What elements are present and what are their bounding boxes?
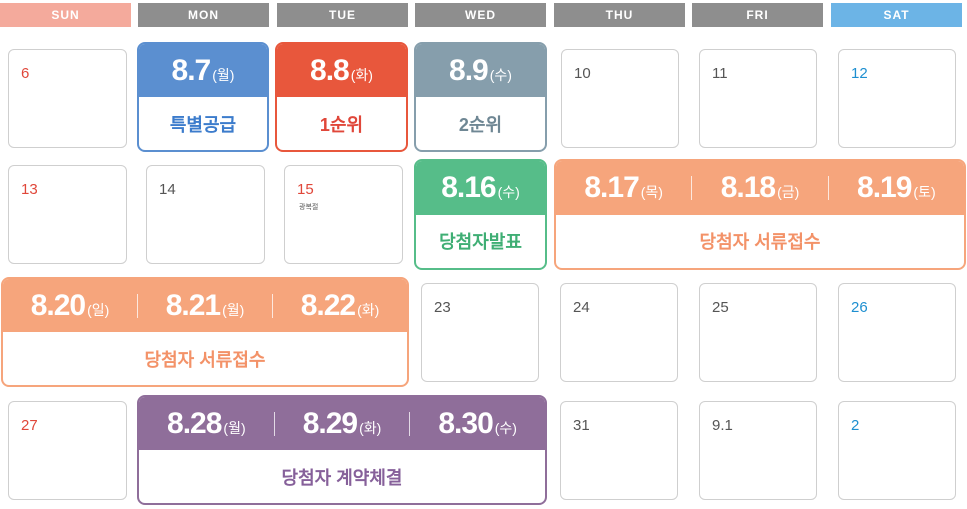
day-number: 23 [434, 299, 451, 316]
day-number: 14 [159, 181, 176, 198]
day-cell-10: 10 [561, 49, 679, 148]
event-date: 8.22 (화) [300, 288, 380, 322]
day-number: 25 [712, 299, 729, 316]
day-number: 6 [21, 65, 30, 82]
event-date: 8.28 (월) [167, 406, 246, 440]
divider [137, 293, 138, 318]
event-label: 2순위 [458, 114, 503, 135]
day-cell-13: 13 [8, 165, 127, 264]
day-cell-6: 6 [8, 49, 127, 148]
day-number: 11 [712, 65, 728, 82]
day-cell-25: 25 [699, 283, 817, 382]
day-cell-12: 12 [838, 49, 956, 148]
day-cell-24: 24 [560, 283, 678, 382]
day-cell-15: 15 광복절 [284, 165, 403, 264]
day-number: 24 [573, 299, 590, 316]
event-document-submission-1: 8.17 (목) 8.18 (금) 8.19 (토) 당첨자 서류접수 [554, 159, 966, 270]
divider [409, 411, 411, 436]
event-label: 당첨자 서류접수 [144, 349, 266, 370]
event-special-supply: 8.7 (월) 특별공급 [137, 42, 269, 152]
event-first-priority: 8.8 (화) 1순위 [275, 42, 408, 152]
event-winner-announcement: 8.16 (수) 당첨자발표 [414, 159, 547, 270]
holiday-label: 광복절 [299, 204, 319, 211]
header-thu: THU [554, 3, 685, 27]
event-date: 8.8 (화) [310, 53, 373, 87]
event-date: 8.21 (월) [165, 288, 245, 322]
divider [272, 293, 273, 318]
event-label: 1순위 [319, 114, 364, 135]
divider [691, 175, 693, 200]
divider [827, 175, 829, 200]
day-number: 15 [297, 181, 314, 198]
header-mon: MON [138, 3, 269, 27]
day-number: 13 [21, 181, 38, 198]
event-date: 8.18 (금) [720, 170, 800, 204]
day-cell-9-1: 9.1 [699, 401, 817, 500]
header-wed: WED [415, 3, 546, 27]
day-cell-2: 2 [838, 401, 956, 500]
day-number: 9.1 [712, 417, 733, 434]
event-label: 당첨자 서류접수 [699, 232, 821, 253]
day-cell-31: 31 [560, 401, 678, 500]
event-second-priority: 8.9 (수) 2순위 [414, 42, 547, 152]
event-date: 8.7 (월) [171, 53, 235, 87]
event-date: 8.30 (수) [438, 406, 517, 440]
day-cell-27: 27 [8, 401, 127, 500]
day-number: 12 [851, 65, 868, 82]
event-contract: 8.28 (월) 8.29 (화) 8.30 (수) 당첨자 계약체결 [137, 395, 547, 505]
event-date: 8.29 (화) [302, 406, 382, 440]
event-date: 8.16 (수) [441, 170, 520, 204]
event-date: 8.20 (일) [30, 288, 110, 322]
event-document-submission-2: 8.20 (일) 8.21 (월) 8.22 (화) 당첨자 서류접수 [1, 277, 409, 387]
event-date: 8.17 (목) [584, 170, 663, 204]
day-number: 31 [573, 417, 590, 434]
header-sun: SUN [0, 3, 131, 27]
day-cell-14: 14 [146, 165, 265, 264]
event-label: 당첨자발표 [439, 232, 522, 253]
event-label: 특별공급 [169, 114, 237, 135]
day-number: 26 [851, 299, 868, 316]
day-cell-26: 26 [838, 283, 956, 382]
header-sat: SAT [831, 3, 962, 27]
divider [273, 411, 275, 436]
event-date: 8.9 (수) [449, 53, 512, 87]
day-number: 27 [21, 417, 38, 434]
day-number: 2 [851, 417, 860, 434]
event-date: 8.19 (토) [857, 170, 936, 204]
event-label: 당첨자 계약체결 [281, 467, 403, 488]
day-cell-11: 11 [699, 49, 817, 148]
header-tue: TUE [277, 3, 408, 27]
day-cell-23: 23 [421, 283, 539, 382]
day-number: 10 [574, 65, 591, 82]
header-fri: FRI [692, 3, 823, 27]
